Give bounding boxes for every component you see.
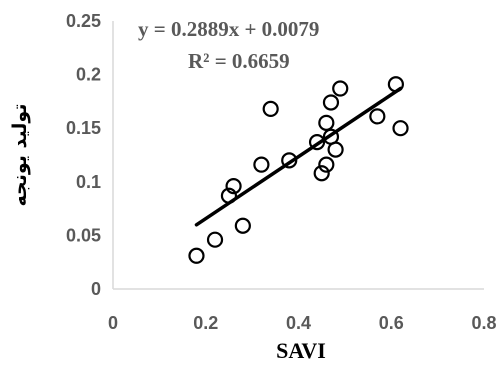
data-point <box>318 156 335 173</box>
data-point <box>318 114 335 131</box>
data-point <box>225 177 242 195</box>
trendline <box>194 86 403 227</box>
data-point <box>234 217 251 234</box>
x-axis-label: SAVI <box>276 338 326 363</box>
y-tick-label: 0.1 <box>76 172 101 192</box>
trendline-equation: y = 0.2889x + 0.0079 <box>138 17 319 41</box>
x-tick-label: 0 <box>108 313 118 333</box>
data-point <box>313 165 330 182</box>
data-point <box>308 134 326 151</box>
x-tick-label: 0.6 <box>379 313 404 333</box>
data-point <box>281 152 298 169</box>
x-tick-label: 0.8 <box>471 313 496 333</box>
data-point <box>392 120 409 137</box>
axes <box>112 21 484 290</box>
y-tick-label: 0.25 <box>66 11 101 31</box>
data-point <box>332 80 349 97</box>
x-tick-labels: 0 0.2 0.4 0.6 0.8 <box>108 313 497 333</box>
data-point <box>369 108 386 125</box>
data-point <box>188 247 205 264</box>
y-tick-label: 0.15 <box>66 118 101 138</box>
r-squared-label: R² = 0.6659 <box>188 49 290 73</box>
x-tick-label: 0.2 <box>193 313 218 333</box>
data-point <box>322 94 340 111</box>
data-point <box>253 156 270 173</box>
y-tick-label: 0.2 <box>76 65 101 85</box>
y-tick-labels: 0 0.05 0.1 0.15 0.2 0.25 <box>66 11 101 299</box>
y-tick-label: 0.05 <box>66 225 101 245</box>
y-axis-label: تولید یونجه <box>9 104 31 207</box>
data-point <box>327 141 344 158</box>
x-tick-label: 0.4 <box>286 313 311 333</box>
data-point <box>206 231 224 248</box>
y-tick-label: 0 <box>91 279 101 299</box>
data-point <box>262 100 279 118</box>
